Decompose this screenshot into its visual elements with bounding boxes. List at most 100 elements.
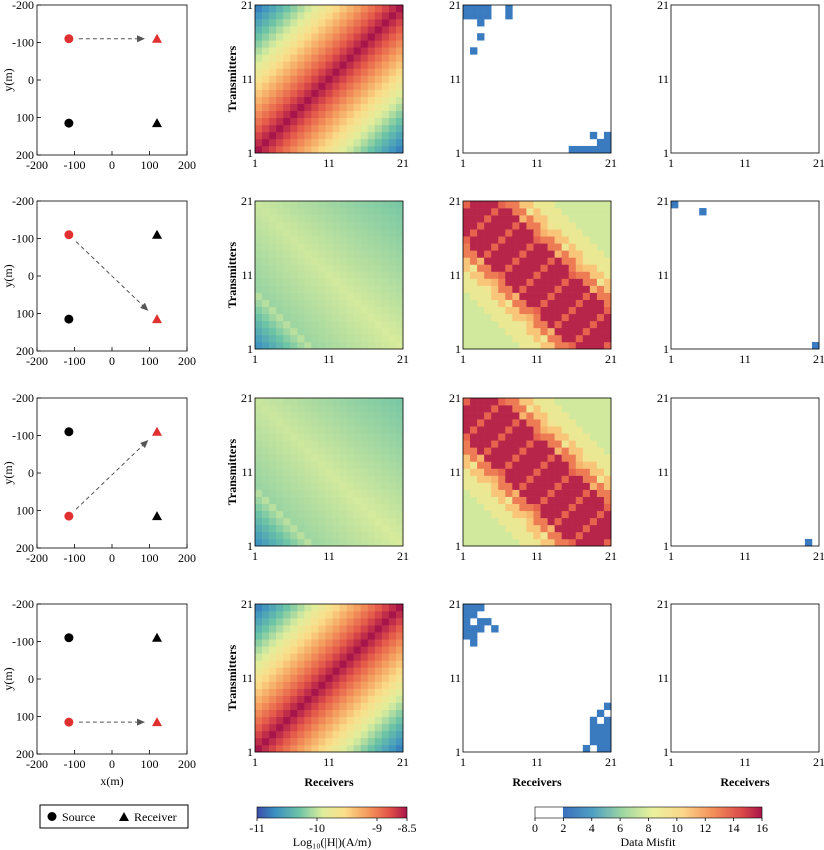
field-cell [353,278,362,286]
field-cell [276,475,284,483]
field-cell [318,611,326,619]
misfit-cell [554,264,562,272]
field-cell [381,299,390,308]
field-cell [304,681,312,689]
field-cell [276,454,284,462]
field-cell [388,611,397,619]
matrix-background [671,201,819,349]
field-cell [353,510,362,519]
field-cell [269,709,277,718]
field-cell [332,257,340,265]
field-cell [304,604,312,612]
field-cell [318,737,326,746]
field-cell [339,716,347,725]
misfit-cell [526,264,534,272]
field-cell [339,646,347,654]
misfit-cell [554,489,562,497]
field-cell [346,12,354,20]
misfit-cell [533,285,541,293]
misfit-cell [512,433,520,441]
field-cell [374,531,383,540]
field-cell [395,468,404,476]
misfit-cell [498,306,506,315]
field-cell [388,674,397,682]
misfit-cell [463,482,471,490]
field-cell [353,398,362,406]
misfit-cell [505,538,513,547]
field-cell [374,33,383,41]
field-cell [325,40,333,48]
misfit-cell [512,208,520,216]
misfit-cell [533,313,541,322]
field-cell [325,632,333,640]
field-cell [255,475,263,483]
field-cell [297,292,305,300]
transmitters-label: Transmitters [225,644,239,711]
field-cell [297,468,305,476]
matrix-y-tick-label: 11 [241,268,253,282]
field-cell [388,517,397,526]
field-cell [381,433,390,441]
misfit-cell [603,489,612,497]
misfit-cell [589,278,598,286]
misfit-cell [470,440,478,448]
misfit-cell [505,5,513,13]
field-cell [311,264,319,272]
field-cell [332,632,340,640]
field-cell [269,405,277,413]
field-cell [388,730,397,739]
misfit-colorbar: 0 2 4 6 8 10 12 14 16 Data Misfit [532,806,768,849]
y-tick-label: -100 [12,232,34,246]
field-cell [283,236,291,244]
misfit-cell [519,440,527,448]
field-cell [360,674,369,682]
field-cell [269,723,277,732]
field-cell [255,709,263,718]
field-cell [311,653,319,661]
field-cell [339,5,347,13]
field-cell [325,47,333,55]
field-cell [283,744,291,753]
misfit-cell [596,334,605,343]
field-cell [290,124,298,133]
matrix-background [463,5,611,153]
field-cell [269,292,277,300]
field-cell [360,33,369,41]
field-cell [353,524,362,533]
field-cell [374,292,383,300]
matrix-x-tick-label: 11 [739,352,751,366]
field-cell [304,730,312,739]
misfit-cell [491,419,499,427]
misfit-cell [596,215,605,223]
field-cell [325,398,333,406]
field-cell [388,398,397,406]
misfit-cell [547,299,555,308]
field-cell [395,538,404,547]
field-cell [332,737,340,746]
field-cell [388,667,397,675]
misfit-cell [582,257,591,265]
field-cell [388,215,397,223]
misfit-cell [491,517,499,526]
misfit-cell [491,243,499,251]
misfit-cell [498,208,506,216]
field-cell [269,461,277,469]
field-cell [332,517,340,526]
misfit-cell [561,440,570,448]
field-cell [332,419,340,427]
misfit-cell [491,341,499,350]
misfit-cell [498,405,506,413]
field-cell [360,454,369,462]
misfit-cell [603,433,612,441]
field-cell [290,82,298,90]
field-cell [332,12,340,20]
field-cell [318,54,326,62]
field-cell [276,482,284,490]
misfit-cell [603,419,612,427]
field-cell [283,702,291,711]
field-cell [374,611,383,619]
misfit-cell [512,531,520,540]
transmitters-label: Transmitters [225,438,239,505]
field-cell [304,75,312,83]
field-cell [304,250,312,258]
